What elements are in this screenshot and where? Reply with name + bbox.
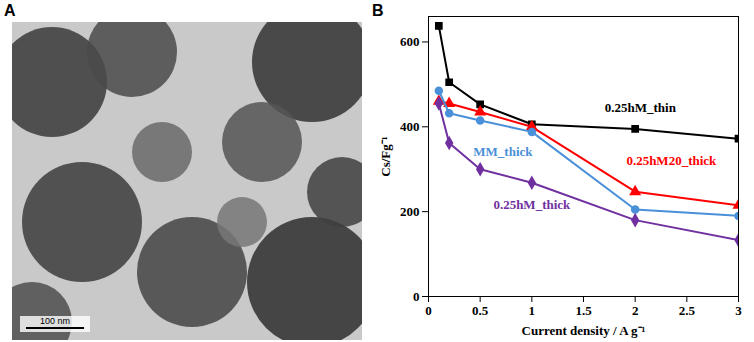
svg-text:1: 1 [529, 303, 536, 318]
svg-text:0.5: 0.5 [472, 303, 489, 318]
svg-text:0: 0 [413, 289, 420, 304]
svg-text:0.25hM20_thick: 0.25hM20_thick [626, 153, 717, 168]
svg-text:100 nm: 100 nm [40, 316, 70, 326]
svg-text:Current density / A g⁻¹: Current density / A g⁻¹ [522, 323, 646, 338]
svg-text:2: 2 [632, 303, 639, 318]
svg-text:0.25hM_thick: 0.25hM_thick [493, 197, 571, 212]
svg-text:1.5: 1.5 [575, 303, 592, 318]
svg-text:600: 600 [400, 34, 420, 49]
svg-text:400: 400 [400, 119, 420, 134]
svg-text:200: 200 [400, 204, 420, 219]
svg-text:MM_thick: MM_thick [473, 144, 533, 159]
svg-text:2.5: 2.5 [679, 303, 696, 318]
html-text:A: A [4, 2, 16, 19]
html-text:B: B [372, 2, 384, 19]
svg-text:Cs/Fg⁻¹: Cs/Fg⁻¹ [378, 136, 393, 177]
svg-text:0: 0 [425, 303, 432, 318]
svg-text:0.25hM_thin: 0.25hM_thin [605, 100, 677, 115]
svg-text:3: 3 [735, 303, 742, 318]
